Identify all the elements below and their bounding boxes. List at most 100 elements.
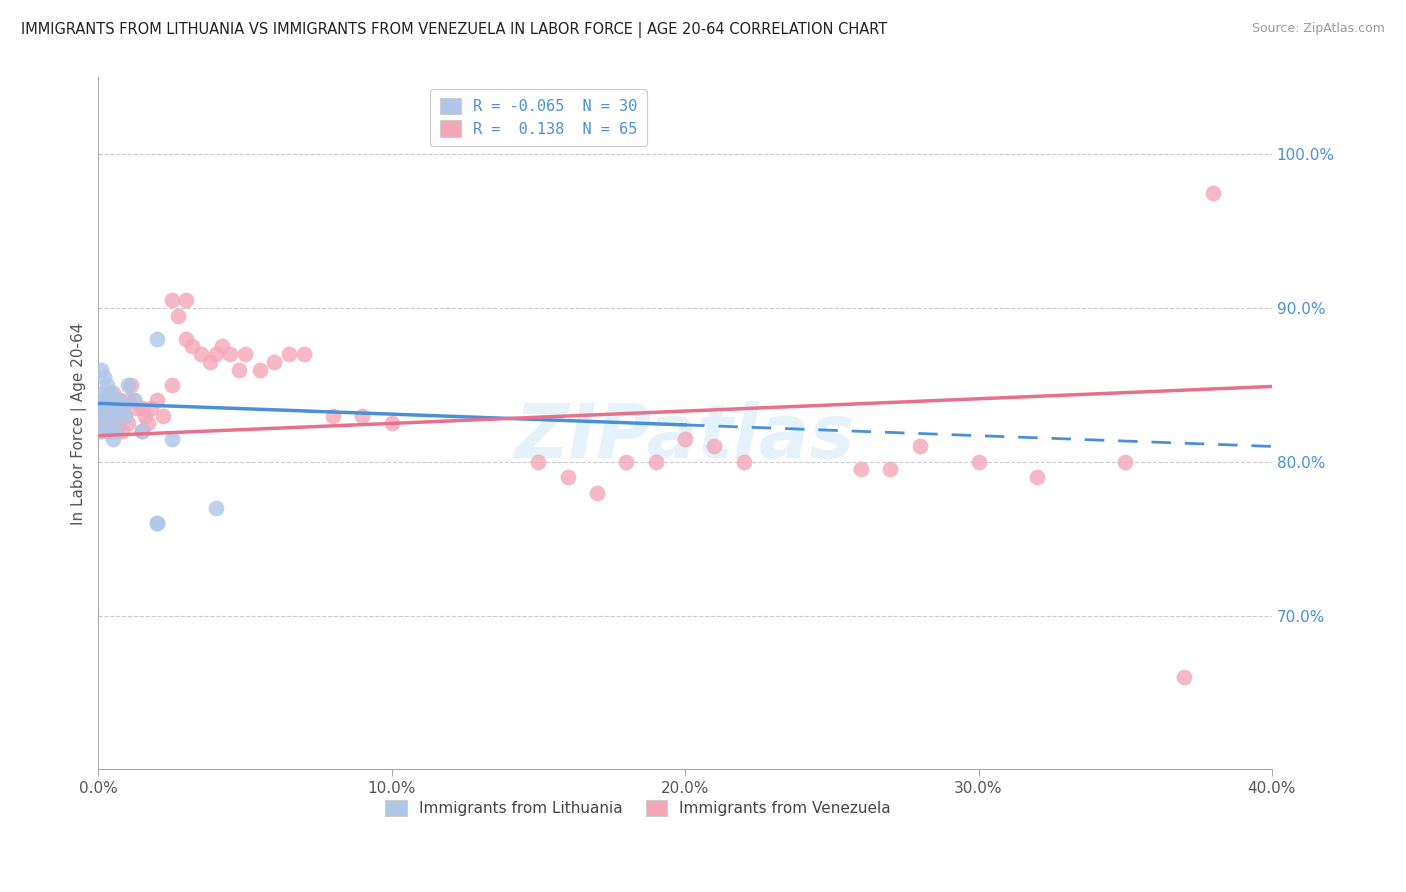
Point xyxy=(204,347,226,361)
Point xyxy=(117,378,139,392)
Point xyxy=(93,393,115,408)
Point xyxy=(1173,670,1195,684)
Point xyxy=(131,424,153,438)
Point xyxy=(703,439,725,453)
Point xyxy=(381,417,404,431)
Point xyxy=(1202,186,1225,200)
Point xyxy=(616,455,638,469)
Point xyxy=(733,455,755,469)
Point xyxy=(122,393,145,408)
Point xyxy=(908,439,931,453)
Point xyxy=(198,355,221,369)
Point xyxy=(101,409,124,423)
Point xyxy=(98,424,121,438)
Point xyxy=(211,339,233,353)
Point xyxy=(101,393,124,408)
Point xyxy=(160,432,183,446)
Point xyxy=(131,424,153,438)
Point xyxy=(104,424,127,438)
Point xyxy=(93,401,115,415)
Point xyxy=(263,355,285,369)
Point xyxy=(108,417,131,431)
Point xyxy=(228,362,250,376)
Point xyxy=(673,432,696,446)
Point xyxy=(249,362,271,376)
Point xyxy=(101,409,124,423)
Point xyxy=(134,409,156,423)
Point xyxy=(104,393,127,408)
Point xyxy=(114,409,136,423)
Point xyxy=(176,293,198,308)
Point xyxy=(527,455,550,469)
Point xyxy=(122,393,145,408)
Point xyxy=(90,409,112,423)
Point xyxy=(146,332,169,346)
Point xyxy=(104,401,127,415)
Point xyxy=(292,347,315,361)
Point xyxy=(90,393,112,408)
Text: ZIPatlas: ZIPatlas xyxy=(515,401,855,474)
Point xyxy=(93,385,115,400)
Point xyxy=(98,393,121,408)
Point xyxy=(233,347,256,361)
Point xyxy=(96,424,118,438)
Point xyxy=(108,393,131,408)
Point xyxy=(96,417,118,431)
Point xyxy=(111,401,134,415)
Point xyxy=(93,370,115,384)
Y-axis label: In Labor Force | Age 20-64: In Labor Force | Age 20-64 xyxy=(72,322,87,524)
Point xyxy=(120,378,142,392)
Point xyxy=(181,339,204,353)
Point xyxy=(98,424,121,438)
Point xyxy=(322,409,344,423)
Point xyxy=(190,347,212,361)
Point xyxy=(101,385,124,400)
Point xyxy=(117,417,139,431)
Point xyxy=(849,462,872,476)
Point xyxy=(166,309,188,323)
Point xyxy=(146,393,169,408)
Point xyxy=(204,500,226,515)
Point xyxy=(90,424,112,438)
Text: IMMIGRANTS FROM LITHUANIA VS IMMIGRANTS FROM VENEZUELA IN LABOR FORCE | AGE 20-6: IMMIGRANTS FROM LITHUANIA VS IMMIGRANTS … xyxy=(21,22,887,38)
Point xyxy=(90,424,112,438)
Point xyxy=(98,385,121,400)
Point xyxy=(90,362,112,376)
Point xyxy=(146,516,169,531)
Point xyxy=(111,424,134,438)
Point xyxy=(176,332,198,346)
Point xyxy=(90,409,112,423)
Point xyxy=(352,409,374,423)
Text: Source: ZipAtlas.com: Source: ZipAtlas.com xyxy=(1251,22,1385,36)
Point xyxy=(111,401,134,415)
Point xyxy=(136,417,159,431)
Point xyxy=(160,293,183,308)
Legend: Immigrants from Lithuania, Immigrants from Venezuela: Immigrants from Lithuania, Immigrants fr… xyxy=(378,792,898,824)
Point xyxy=(96,378,118,392)
Point xyxy=(278,347,301,361)
Point xyxy=(557,470,579,484)
Point xyxy=(879,462,901,476)
Point xyxy=(586,485,609,500)
Point xyxy=(967,455,990,469)
Point xyxy=(96,409,118,423)
Point xyxy=(96,393,118,408)
Point xyxy=(219,347,242,361)
Point xyxy=(98,401,121,415)
Point xyxy=(141,401,163,415)
Point xyxy=(160,378,183,392)
Point xyxy=(93,417,115,431)
Point xyxy=(96,401,118,415)
Point xyxy=(117,393,139,408)
Point xyxy=(131,401,153,415)
Point xyxy=(1114,455,1136,469)
Point xyxy=(152,409,174,423)
Point xyxy=(114,409,136,423)
Point xyxy=(146,516,169,531)
Point xyxy=(644,455,666,469)
Point xyxy=(108,393,131,408)
Point xyxy=(125,401,148,415)
Point xyxy=(1026,470,1049,484)
Point xyxy=(104,417,127,431)
Point xyxy=(101,432,124,446)
